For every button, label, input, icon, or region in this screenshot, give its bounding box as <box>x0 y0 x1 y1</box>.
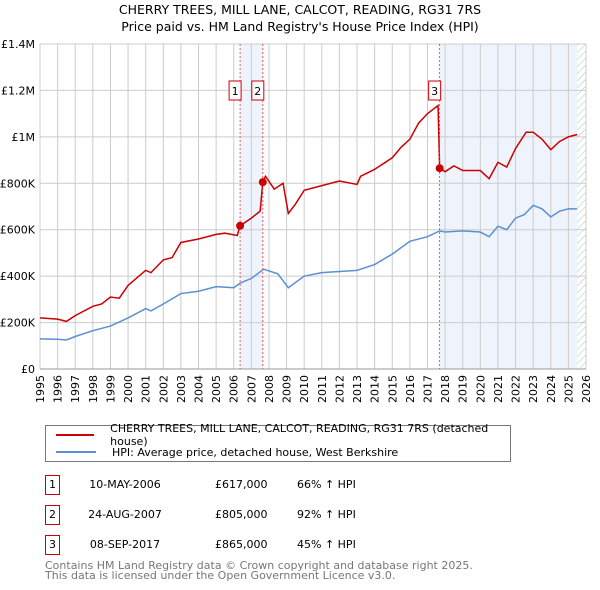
transaction-hpi: 66% ↑ HPI <box>297 478 356 491</box>
x-tick-label: 2020 <box>474 375 487 403</box>
x-tick-label: 2001 <box>140 375 153 403</box>
x-tick-label: 2018 <box>439 375 452 403</box>
legend-item-property: CHERRY TREES, MILL LANE, CALCOT, READING… <box>56 422 510 448</box>
transaction-number: 1 <box>45 475 60 495</box>
x-tick-label: 2017 <box>421 375 434 403</box>
legend-label: HPI: Average price, detached house, West… <box>112 445 399 459</box>
x-tick-label: 2022 <box>510 375 523 403</box>
x-tick-label: 2012 <box>333 375 346 403</box>
annotation-label: 3 <box>431 85 438 98</box>
x-tick-label: 2002 <box>157 375 170 403</box>
transaction-hpi: 45% ↑ HPI <box>297 538 356 551</box>
chart-title: CHERRY TREES, MILL LANE, CALCOT, READING… <box>118 2 482 17</box>
footer-line: This data is licensed under the Open Gov… <box>45 569 396 582</box>
x-tick-label: 1999 <box>104 375 117 403</box>
transaction-price: £805,000 <box>215 508 268 521</box>
transaction-date: 10-MAY-2006 <box>89 478 161 491</box>
annotation-box <box>428 80 442 101</box>
transaction-price: £865,000 <box>215 538 268 551</box>
x-tick-label: 2025 <box>562 375 575 403</box>
annotation-box <box>251 80 265 101</box>
sale-point <box>435 164 444 173</box>
legend-item-hpi: HPI: Average price, detached house, West… <box>56 444 398 460</box>
shaded-range <box>439 44 578 369</box>
transaction-row: 1 10-MAY-2006 £617,000 66% ↑ HPI <box>45 475 465 495</box>
annotation-label: 2 <box>254 85 261 98</box>
x-tick-label: 1996 <box>52 375 65 403</box>
x-tick-label: 2003 <box>175 375 188 403</box>
legend: CHERRY TREES, MILL LANE, CALCOT, READING… <box>45 422 511 462</box>
x-tick-label: 2007 <box>245 375 258 403</box>
x-tick-label: 2000 <box>122 375 135 403</box>
x-tick-label: 2008 <box>263 375 276 403</box>
legend-swatch-blue <box>56 451 96 453</box>
x-tick-label: 2024 <box>545 375 558 403</box>
x-tick-label: 1997 <box>69 375 82 403</box>
x-tick-label: 2023 <box>527 375 540 403</box>
forecast-hatch <box>577 44 586 369</box>
annotation-label: 1 <box>232 85 239 98</box>
x-tick-label: 2006 <box>228 375 241 403</box>
x-tick-label: 2011 <box>316 375 329 403</box>
transaction-number: 3 <box>45 535 60 555</box>
x-tick-label: 2004 <box>193 375 206 403</box>
transaction-date: 24-AUG-2007 <box>88 508 162 521</box>
footer-line: Contains HM Land Registry data © Crown c… <box>45 559 473 572</box>
transaction-number: 2 <box>45 505 60 525</box>
y-tick-label: £600K <box>0 224 36 237</box>
y-tick-label: £1.2M <box>1 84 35 97</box>
sale-point <box>258 178 267 187</box>
y-tick-label: £1.4M <box>1 38 35 51</box>
sale-point <box>236 221 245 230</box>
x-tick-label: 2009 <box>281 375 294 403</box>
x-tick-label: 2005 <box>210 375 223 403</box>
legend-label: CHERRY TREES, MILL LANE, CALCOT, READING… <box>110 422 489 448</box>
y-tick-label: £0 <box>21 363 35 376</box>
y-tick-label: £200K <box>0 317 36 330</box>
x-tick-label: 2016 <box>404 375 417 403</box>
x-tick-label: 2015 <box>386 375 399 403</box>
x-tick-label: 2026 <box>580 375 593 403</box>
series-line <box>39 104 578 323</box>
transaction-row: 2 24-AUG-2007 £805,000 92% ↑ HPI <box>45 505 465 525</box>
x-tick-label: 2010 <box>298 375 311 403</box>
y-tick-label: £400K <box>0 270 36 283</box>
x-tick-label: 2019 <box>457 375 470 403</box>
x-tick-label: 2021 <box>492 375 505 403</box>
transaction-price: £617,000 <box>215 478 268 491</box>
legend-swatch-red <box>56 434 95 436</box>
x-tick-label: 2013 <box>351 375 364 403</box>
transaction-hpi: 92% ↑ HPI <box>297 508 356 521</box>
annotation-box <box>228 80 242 101</box>
y-tick-label: £800K <box>0 177 36 190</box>
chart-subtitle: Price paid vs. HM Land Registry's House … <box>121 19 479 34</box>
y-tick-label: £1M <box>12 131 36 144</box>
x-tick-label: 1995 <box>34 375 47 403</box>
plot-area: 1995 1996 1997 1998 1999 2000 2001 2002 2003 2004… <box>0 38 593 403</box>
transaction-date: 08-SEP-2017 <box>89 538 161 551</box>
series-line <box>39 204 578 341</box>
x-tick-label: 2014 <box>369 375 382 403</box>
transaction-row: 3 08-SEP-2017 £865,000 45% ↑ HPI <box>45 535 465 555</box>
x-tick-label: 1998 <box>87 375 100 403</box>
